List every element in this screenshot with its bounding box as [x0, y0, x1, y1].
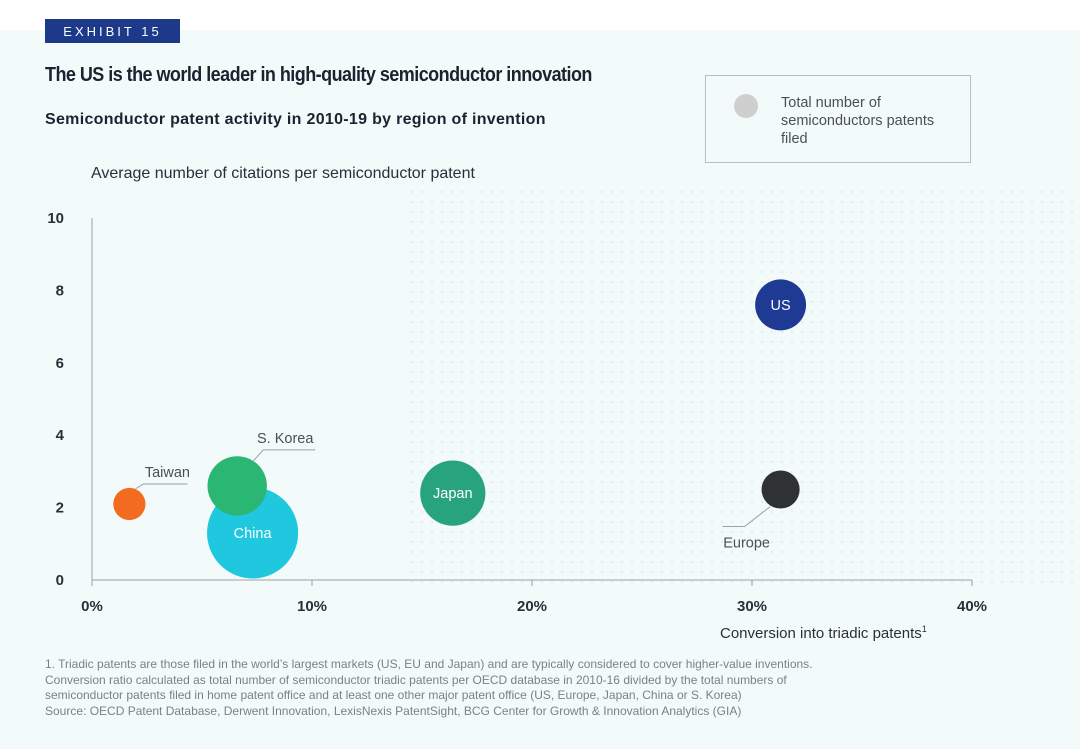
bubble-europe [761, 470, 800, 509]
bubble-label-europe: Europe [723, 536, 770, 552]
x-axis-title-text: Conversion into triadic patents [720, 625, 922, 642]
callout-line-europe [722, 506, 771, 527]
chart-subtitle: Semiconductor patent activity in 2010-19… [45, 111, 546, 128]
y-tick-label: 0 [56, 572, 64, 589]
bubbles [113, 279, 807, 579]
footnote-line: Conversion ratio calculated as total num… [45, 672, 787, 687]
bubble-label-taiwan: Taiwan [145, 465, 190, 481]
y-axis-title: Average number of citations per semicond… [91, 165, 475, 182]
bubble-labels: Taiwan S. Korea China Japan US Europe [145, 298, 791, 552]
legend-label: Total number of semiconductors patents f… [781, 95, 935, 147]
bubble-taiwan [113, 487, 146, 521]
chart-title: The US is the world leader in high-quali… [45, 64, 592, 86]
bubble-label-china: China [234, 526, 273, 542]
x-tick-label: 20% [517, 598, 547, 615]
y-tick-label: 4 [56, 427, 65, 444]
footnote-line: 1. Triadic patents are those filed in th… [45, 657, 813, 671]
y-tick-label: 10 [47, 210, 64, 227]
x-tick-label: 30% [737, 598, 767, 615]
bubble-us [755, 279, 807, 331]
footnotes: 1. Triadic patents are those filed in th… [45, 657, 1045, 719]
y-tick-label: 6 [56, 355, 64, 372]
axes: 0 2 4 6 8 10 0% 10% 20% 30% 40% [47, 210, 987, 615]
y-tick-label: 2 [56, 500, 64, 517]
x-tick-label: 0% [81, 598, 103, 615]
bubble-label-japan: Japan [433, 486, 473, 502]
label-callouts [135, 449, 771, 527]
x-tick-label: 10% [297, 598, 327, 615]
callout-line-taiwan [135, 483, 188, 490]
legend-bubble-swatch [734, 94, 758, 118]
x-tick-label: 40% [957, 598, 987, 615]
dot-pattern-background [410, 185, 1080, 585]
x-axis-title: Conversion into triadic patents1 [720, 624, 927, 642]
x-axis-title-footnote-mark: 1 [921, 624, 927, 634]
source-line: Source: OECD Patent Database, Derwent In… [45, 703, 742, 718]
bubble-japan [420, 460, 486, 526]
bubble-label-us: US [771, 298, 791, 314]
bubble-s-korea [207, 456, 267, 516]
y-tick-label: 8 [56, 282, 64, 299]
legend: Total number of semiconductors patents f… [705, 75, 971, 163]
footnote-line: semiconductor patents filed in home pate… [45, 688, 742, 702]
exhibit-badge: EXHIBIT 15 [45, 19, 180, 43]
callout-line-s-korea [253, 449, 316, 461]
top-strip [0, 0, 1080, 30]
bubble-label-s-korea: S. Korea [257, 431, 314, 447]
